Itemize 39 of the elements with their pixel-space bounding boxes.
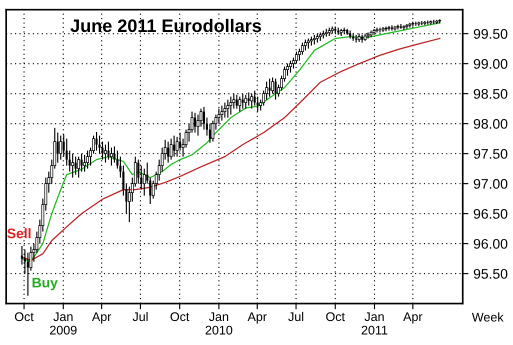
candlestick (170, 138, 173, 160)
x-axis-title: Week (472, 312, 504, 322)
x-tick-label: Jan 2011 (362, 312, 388, 335)
y-tick-label: 98.50 (474, 88, 508, 99)
candlestick (420, 20, 423, 26)
x-tick-label: Jul (132, 312, 148, 322)
candlestick (83, 154, 86, 172)
candlestick (426, 20, 429, 26)
x-tick-label: Apr (248, 312, 267, 324)
candlestick (77, 156, 80, 178)
y-tick-label: 97.50 (474, 148, 508, 159)
candlestick (223, 102, 226, 118)
x-tick-label: Jan 2010 (206, 312, 232, 335)
y-tick-label: 99.00 (474, 58, 508, 69)
candlestick (306, 38, 310, 50)
candlestick (95, 131, 98, 152)
x-tick-label: Oct (326, 312, 345, 322)
x-tick-label: Oct (14, 312, 34, 322)
x-tick-label: Oct (170, 312, 190, 322)
candlestick (104, 144, 107, 164)
y-tick-label: 97.00 (474, 178, 508, 189)
annotation: Buy (32, 278, 58, 290)
annotation: Sell (7, 228, 31, 238)
y-tick-label: 96.50 (474, 208, 508, 219)
x-tick-label: Apr (403, 312, 422, 324)
candlestick (432, 19, 435, 25)
x-tick-label: Apr (92, 312, 112, 324)
candlestick (312, 34, 316, 46)
candlestick (74, 156, 77, 176)
x-tick-label: Jul (288, 312, 304, 322)
y-tick-label: 99.50 (474, 28, 508, 39)
y-tick-label: 96.00 (474, 238, 508, 249)
y-tick-label: 95.50 (474, 268, 508, 279)
candlestick (220, 105, 224, 122)
y-tick-label: 98.00 (474, 118, 508, 129)
candlestick (236, 94, 238, 110)
chart-title: June 2011 Eurodollars (70, 18, 262, 32)
x-tick-label: Jan 2009 (50, 312, 77, 335)
candlestick (304, 39, 307, 52)
